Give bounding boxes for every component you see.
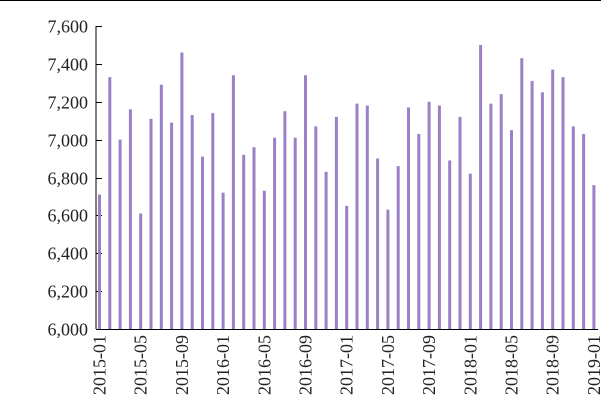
bar bbox=[355, 103, 359, 329]
y-tick-label: 6,400 bbox=[48, 244, 89, 264]
bar bbox=[499, 94, 503, 329]
bar bbox=[283, 111, 287, 329]
bar bbox=[170, 122, 174, 329]
x-tick-label: 2016-05 bbox=[254, 335, 274, 395]
bar bbox=[479, 44, 483, 329]
bar bbox=[190, 115, 194, 329]
top-border-line bbox=[0, 0, 601, 1]
bar bbox=[386, 209, 390, 329]
bar bbox=[540, 92, 544, 329]
y-tick-label: 6,000 bbox=[48, 320, 89, 340]
x-tick-label: 2015-01 bbox=[90, 335, 110, 395]
y-tick-label: 6,200 bbox=[48, 282, 89, 302]
bar bbox=[149, 118, 153, 329]
bar bbox=[530, 80, 534, 329]
bar bbox=[180, 52, 184, 329]
bar-series bbox=[98, 44, 596, 330]
bar bbox=[365, 105, 369, 329]
bar bbox=[396, 166, 400, 329]
bar bbox=[551, 69, 555, 330]
y-tick-label: 7,000 bbox=[48, 131, 89, 151]
x-tick-label: 2017-01 bbox=[337, 335, 357, 395]
bar bbox=[407, 107, 410, 330]
x-tick-label: 2019-01 bbox=[584, 335, 601, 395]
bar bbox=[98, 194, 101, 329]
bar bbox=[592, 185, 596, 329]
y-axis: 6,000 6,200 6,400 6,600 6,800 7,000 7,200 7,400… bbox=[48, 17, 102, 340]
y-tick-label: 7,200 bbox=[48, 93, 89, 113]
bar bbox=[159, 84, 163, 329]
x-tick-label: 2018-01 bbox=[460, 335, 480, 395]
bar bbox=[128, 109, 132, 329]
y-tick-label: 7,600 bbox=[48, 17, 89, 37]
x-tick-label: 2016-01 bbox=[213, 335, 233, 395]
x-axis: 2015-01 2015-05 2015-09 2016-01 2016-05 2016-… bbox=[90, 329, 601, 395]
bar bbox=[304, 75, 307, 329]
x-tick-label: 2018-05 bbox=[502, 335, 522, 395]
bar bbox=[242, 154, 246, 329]
bar bbox=[334, 116, 338, 330]
bar bbox=[458, 116, 462, 330]
bar bbox=[293, 137, 297, 329]
x-tick-label: 2018-09 bbox=[543, 335, 563, 395]
bar bbox=[262, 190, 266, 329]
bar bbox=[252, 147, 256, 329]
bar bbox=[448, 160, 452, 329]
bar bbox=[231, 75, 235, 329]
x-tick-label: 2017-09 bbox=[419, 335, 439, 395]
bar bbox=[108, 77, 112, 329]
bar bbox=[468, 173, 472, 329]
bar bbox=[510, 130, 513, 329]
bar bbox=[324, 171, 328, 329]
bar bbox=[118, 139, 122, 329]
x-tick-label: 2015-05 bbox=[131, 335, 151, 395]
y-tick-label: 6,800 bbox=[48, 169, 89, 189]
bar bbox=[489, 103, 493, 329]
bar bbox=[345, 205, 349, 329]
bar bbox=[201, 156, 204, 329]
bar bbox=[561, 77, 565, 329]
y-tick-label: 7,400 bbox=[48, 55, 89, 75]
bar bbox=[314, 126, 318, 330]
x-tick-label: 2016-09 bbox=[296, 335, 316, 395]
bar bbox=[571, 126, 575, 330]
x-tick-label: 2017-05 bbox=[378, 335, 398, 395]
bar bbox=[417, 133, 421, 329]
bar bbox=[582, 133, 586, 329]
bar bbox=[437, 105, 441, 329]
bar bbox=[273, 137, 277, 329]
bar bbox=[376, 158, 380, 329]
bar bbox=[427, 101, 431, 329]
bar bbox=[139, 213, 143, 329]
y-tick-label: 6,600 bbox=[48, 206, 89, 226]
x-tick-label: 2015-09 bbox=[172, 335, 192, 395]
bar bbox=[221, 192, 225, 329]
bar bbox=[211, 113, 215, 329]
bar bbox=[520, 58, 524, 329]
